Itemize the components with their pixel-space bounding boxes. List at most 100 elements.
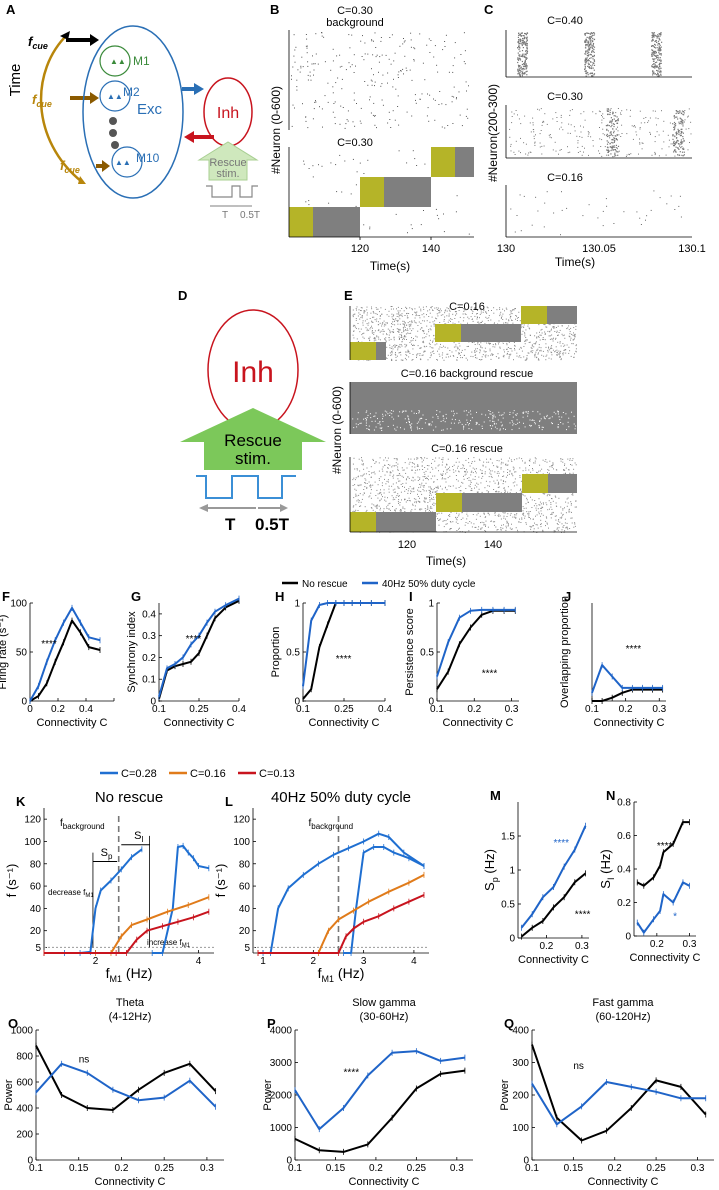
spike [464, 524, 466, 526]
spike [414, 501, 416, 503]
spike [584, 68, 586, 70]
spike [409, 352, 411, 354]
spike [386, 460, 388, 462]
spike [642, 142, 644, 144]
spike [404, 315, 406, 316]
spike [669, 122, 671, 124]
spike [589, 33, 592, 35]
spike [560, 358, 562, 360]
spike [365, 473, 367, 475]
spike [339, 123, 341, 125]
spike [633, 126, 635, 128]
spike [496, 466, 498, 468]
spike [591, 32, 594, 34]
spike [660, 49, 662, 51]
spike [429, 346, 431, 348]
spike [458, 352, 460, 354]
spike [481, 521, 483, 523]
spike [676, 132, 678, 134]
spike [369, 495, 371, 497]
spike [615, 112, 617, 114]
spike [440, 473, 442, 475]
spike [411, 488, 413, 490]
spike [607, 110, 609, 112]
spike [503, 322, 505, 324]
spike [400, 491, 402, 493]
spike [543, 145, 545, 147]
spike [476, 318, 478, 320]
spike [456, 313, 458, 315]
spike [398, 329, 400, 331]
spike [356, 306, 358, 308]
spike [529, 465, 530, 466]
spike [531, 344, 533, 346]
spike [493, 423, 495, 425]
spike [557, 351, 558, 353]
spike [508, 473, 510, 475]
spike [377, 484, 379, 486]
spike [357, 412, 359, 414]
spike [463, 492, 465, 494]
spike [427, 479, 429, 481]
spike [589, 43, 591, 45]
spike [500, 421, 502, 423]
spike [424, 508, 426, 510]
spike [524, 73, 526, 75]
spike [617, 145, 620, 147]
spike [354, 325, 356, 327]
spike [442, 357, 443, 359]
spike [445, 481, 447, 483]
spike [621, 124, 623, 126]
spike [538, 358, 539, 360]
spike [428, 489, 430, 491]
panel-label-b: B [270, 2, 279, 17]
spike [456, 412, 458, 414]
spike [537, 335, 539, 337]
spike [382, 413, 384, 415]
spike [470, 306, 472, 308]
spike [523, 73, 525, 75]
spike [514, 345, 516, 347]
spike [525, 42, 528, 44]
spike [540, 519, 542, 521]
spike [397, 474, 399, 476]
spike [585, 70, 587, 72]
spike [639, 142, 641, 144]
sp-label: Sp [101, 847, 113, 861]
spike [509, 422, 511, 424]
spike [450, 512, 452, 513]
spike [485, 466, 487, 468]
spike [430, 494, 432, 496]
spike [524, 517, 526, 519]
spike [439, 311, 441, 313]
spike [363, 463, 364, 465]
spike [374, 115, 375, 117]
spike [397, 478, 399, 480]
spike [656, 69, 658, 72]
spike [651, 49, 653, 51]
spike [390, 410, 392, 412]
spike [654, 154, 656, 156]
spike [516, 317, 518, 319]
e-bot-persist-2 [462, 493, 522, 512]
spike [481, 477, 483, 479]
spike [373, 338, 375, 340]
spike [449, 475, 451, 477]
spike [658, 38, 660, 40]
spike [390, 127, 392, 128]
spike [556, 527, 558, 529]
spike [543, 417, 545, 419]
spike [525, 63, 527, 65]
spike [641, 142, 643, 144]
spike [606, 143, 609, 145]
spike [659, 48, 661, 50]
spike [497, 487, 499, 488]
spike [560, 149, 562, 150]
spike [306, 38, 308, 40]
spike [567, 146, 568, 148]
spike [502, 483, 504, 485]
spike [444, 310, 446, 312]
spike [556, 121, 558, 122]
spike [656, 57, 658, 59]
spike [618, 134, 620, 136]
